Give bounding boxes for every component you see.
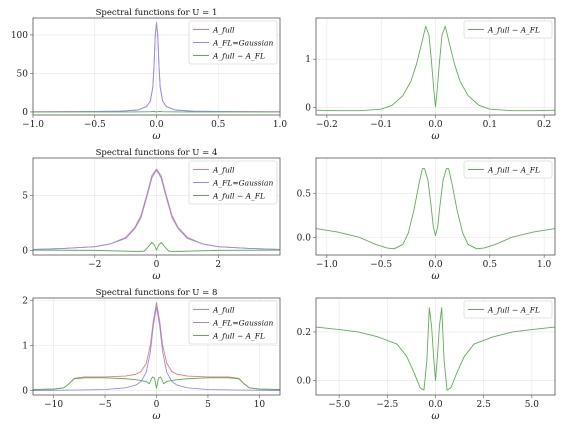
series-line-full: [33, 302, 280, 391]
x-tick-label: 0: [154, 260, 160, 270]
x-tick-label: −2: [88, 260, 101, 270]
x-tick-label: 0.5: [211, 120, 226, 130]
chart-panel-5: −10 −5 0 5 10 0 1 2 ω Spectral functions for U = …: [22, 288, 281, 422]
series-line-gaussian: [33, 169, 280, 250]
x-tick-label: 0: [154, 400, 160, 410]
series-line-diff: [33, 241, 280, 253]
legend: A_full A_FL=Gaussian A_full − A_FL: [188, 20, 278, 65]
legend-label-gaussian: A_FL=Gaussian: [212, 319, 273, 328]
series-line-diff: [316, 25, 555, 112]
panel-title: Spectral functions for U = 8: [96, 288, 218, 298]
y-tick-label: 0: [305, 104, 311, 114]
legend-label-diff: A_full − A_FL: [212, 332, 265, 341]
y-tick-label: 0.0: [297, 233, 312, 243]
x-axis-label: ω: [431, 131, 439, 142]
x-axis-label: ω: [152, 131, 160, 142]
series-line-diff: [316, 307, 555, 391]
legend-label-diff: A_full − A_FL: [487, 26, 540, 35]
x-tick-label: 0.0: [428, 120, 443, 130]
x-tick-label: 0.2: [537, 120, 551, 130]
y-tick-label: 0: [22, 247, 28, 257]
x-tick-label: 10: [254, 400, 266, 410]
x-tick-label: 1.0: [273, 120, 288, 130]
legend: A_full − A_FL: [463, 300, 553, 319]
y-tick-label: 100: [11, 31, 28, 41]
chart-panel-2: −0.2 −0.1 0.0 0.1 0.2 0 1 ω A_full − A_FL: [305, 17, 556, 142]
x-tick-label: 2.5: [477, 400, 492, 410]
legend-box: [188, 160, 278, 205]
y-tick-label: 1: [305, 55, 311, 65]
legend-label-full: A_full: [212, 166, 235, 175]
legend-box: [188, 20, 278, 65]
legend-label-gaussian: A_FL=Gaussian: [212, 39, 273, 48]
y-tick-label: 0.5: [297, 189, 312, 199]
y-tick-label: 5: [22, 191, 28, 201]
legend: A_full − A_FL: [463, 160, 553, 179]
x-tick-label: −5: [98, 400, 112, 410]
y-tick-label: 0: [22, 108, 28, 118]
x-tick-label: 0.0: [428, 260, 443, 270]
legend-label-gaussian: A_FL=Gaussian: [212, 179, 273, 188]
y-tick-label: 1: [22, 341, 28, 351]
series-line-diff: [316, 168, 555, 250]
x-tick-label: −0.2: [316, 120, 338, 130]
x-tick-label: 5.0: [525, 400, 540, 410]
x-tick-label: −0.5: [370, 260, 392, 270]
y-tick-label: 0.0: [297, 376, 312, 386]
x-tick-label: 0.5: [483, 260, 498, 270]
legend: A_full − A_FL: [463, 20, 553, 39]
y-tick-label: 50: [17, 69, 29, 79]
series-line-diff: [33, 376, 280, 391]
legend-label-diff: A_full − A_FL: [212, 52, 265, 61]
x-axis-label: ω: [152, 411, 160, 422]
chart-panel-6: −5.0 −2.5 0.0 2.5 5.0 0.0 0.2 ω A_full − A_FL: [297, 297, 556, 422]
panel-title: Spectral functions for U = 1: [96, 8, 218, 18]
x-axis-label: ω: [431, 271, 439, 282]
series-line-gaussian: [33, 22, 280, 113]
x-tick-label: 0.0: [149, 120, 164, 130]
y-tick-label: 0: [22, 386, 28, 396]
x-tick-label: 0.0: [428, 400, 443, 410]
x-tick-label: −0.1: [370, 120, 392, 130]
x-tick-label: 0.1: [483, 120, 497, 130]
x-tick-label: −2.5: [376, 400, 398, 410]
x-tick-label: −5.0: [328, 400, 350, 410]
legend-label-diff: A_full − A_FL: [487, 166, 540, 175]
legend-label-diff: A_full − A_FL: [212, 192, 265, 201]
series-line-gaussian: [33, 306, 280, 391]
x-tick-label: −0.5: [84, 120, 106, 130]
legend-box: [463, 300, 553, 319]
legend-label-diff: A_full − A_FL: [487, 306, 540, 315]
y-tick-label: 2: [22, 296, 28, 306]
y-tick-label: 0.2: [297, 328, 311, 338]
chart-panel-4: −1.0 −0.5 0.0 0.5 1.0 0.0 0.5 ω A_full − A_FL: [297, 157, 556, 282]
x-tick-label: 5: [205, 400, 211, 410]
panel-title: Spectral functions for U = 4: [96, 148, 218, 158]
x-axis-label: ω: [431, 411, 439, 422]
x-tick-label: −1.0: [22, 120, 44, 130]
legend-label-full: A_full: [212, 26, 235, 35]
x-tick-label: 1.0: [537, 260, 552, 270]
legend-label-full: A_full: [212, 306, 235, 315]
legend-box: [463, 20, 553, 39]
x-tick-label: 2: [215, 260, 221, 270]
x-axis-label: ω: [152, 271, 160, 282]
chart-panel-1: −1.0 −0.5 0.0 0.5 1.0 0 50 100 ω Spectral functio…: [11, 8, 288, 142]
legend-box: [463, 160, 553, 179]
legend-box: [188, 300, 278, 345]
x-tick-label: −10: [44, 400, 63, 410]
legend: A_full A_FL=Gaussian A_full − A_FL: [188, 160, 278, 205]
x-tick-label: −1.0: [316, 260, 338, 270]
chart-panel-3: −2 0 2 0 5 ω Spectral functions for U = 4 A_ful…: [22, 148, 281, 282]
legend: A_full A_FL=Gaussian A_full − A_FL: [188, 300, 278, 345]
